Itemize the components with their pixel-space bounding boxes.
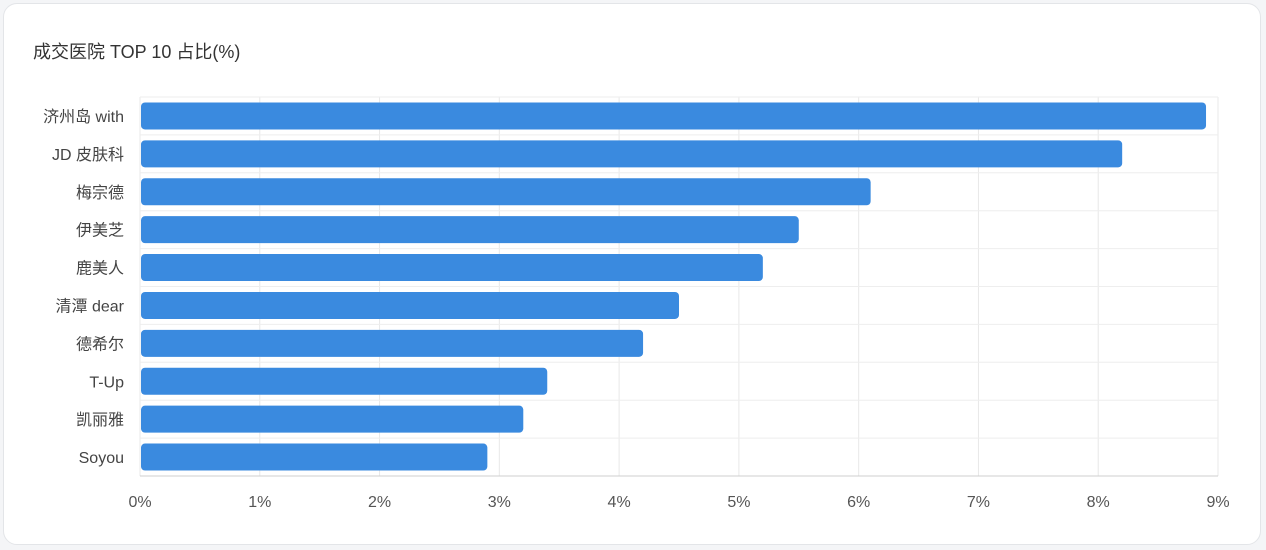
- bar: [141, 329, 644, 357]
- bar: [141, 102, 1207, 130]
- category-label: 梅宗德: [76, 184, 124, 202]
- x-tick-labels: 0% 1% 2% 3% 4% 5% 6% 7% 8% 9%: [128, 494, 1229, 511]
- category-label: Soyou: [79, 450, 124, 467]
- category-label: 凯丽雅: [76, 411, 124, 429]
- bars-layer: [141, 102, 1207, 471]
- x-tick-label: 8%: [1087, 494, 1110, 511]
- category-label: JD 皮肤科: [52, 146, 124, 164]
- x-tick-label: 7%: [967, 494, 990, 511]
- x-tick-label: 1%: [248, 494, 271, 511]
- x-tick-label: 9%: [1206, 494, 1229, 511]
- chart-title: 成交医院 TOP 10 占比(%): [33, 42, 241, 62]
- bar: [141, 140, 1123, 168]
- x-tick-label: 5%: [727, 494, 750, 511]
- bar: [141, 216, 799, 244]
- x-tick-label: 2%: [368, 494, 391, 511]
- x-tick-label: 4%: [608, 494, 631, 511]
- bar: [141, 291, 679, 319]
- category-label: 清潭 dear: [56, 297, 125, 315]
- x-tick-label: 0%: [128, 494, 151, 511]
- bar: [141, 367, 548, 395]
- category-label: 济州岛 with: [43, 108, 124, 126]
- category-label: 鹿美人: [76, 260, 124, 278]
- bar: [141, 405, 524, 433]
- category-label: T-Up: [89, 374, 124, 391]
- category-label: 德希尔: [76, 335, 124, 353]
- x-tick-label: 6%: [847, 494, 870, 511]
- category-label: 伊美芝: [76, 222, 124, 240]
- bar: [141, 254, 763, 282]
- x-tick-label: 3%: [488, 494, 511, 511]
- bar: [141, 443, 488, 471]
- bar: [141, 178, 871, 206]
